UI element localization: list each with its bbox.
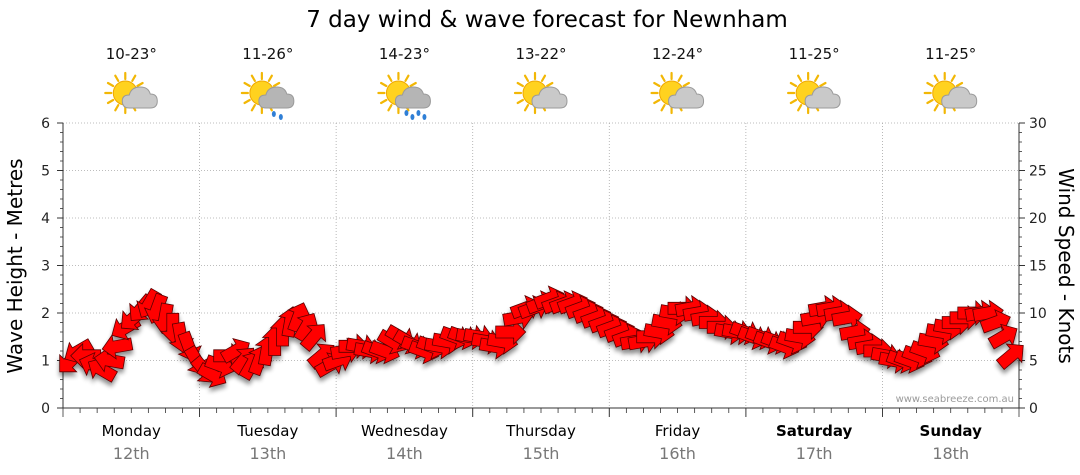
partly-cloudy-icon <box>787 71 841 115</box>
day-date: 14th <box>386 444 423 463</box>
day-temp-range: 12-24° <box>652 45 703 63</box>
wind-arrow <box>995 343 1024 370</box>
left-tick-label: 2 <box>41 306 50 322</box>
wind-arrow <box>987 323 1018 350</box>
day-temperatures: 10-23° 11-26° 14-23° 13-22° 12-24° 11-25° 11-2… <box>106 45 977 63</box>
left-tick-label: 5 <box>41 164 50 180</box>
chart-title: 7 day wind & wave forecast for Newnham <box>306 7 788 33</box>
right-tick-label: 10 <box>1029 306 1047 322</box>
day-date: 16th <box>659 444 696 463</box>
day-temp-range: 10-23° <box>106 45 157 63</box>
day-name-friday: Friday <box>655 422 701 440</box>
right-tick-label: 25 <box>1029 164 1047 180</box>
day-name-wednesday: Wednesday <box>361 422 448 440</box>
left-tick-label: 0 <box>41 401 50 417</box>
left-axis-title: Wave Height - Metres <box>3 158 27 373</box>
rain-icon <box>377 71 431 120</box>
right-tick-label: 20 <box>1029 211 1047 227</box>
left-tick-label: 3 <box>41 259 50 275</box>
day-name-thursday: Thursday <box>505 422 576 440</box>
day-date: 18th <box>932 444 969 463</box>
day-date: 15th <box>523 444 560 463</box>
wind-arrow <box>93 347 126 373</box>
day-name-saturday: Saturday <box>776 422 853 440</box>
day-name-monday: Monday <box>102 422 161 440</box>
day-name-tuesday: Tuesday <box>236 422 298 440</box>
day-temp-range: 11-25° <box>925 45 976 63</box>
partly-cloudy-icon <box>650 71 705 115</box>
partly-cloudy-icon <box>104 71 158 115</box>
left-tick-label: 4 <box>41 211 50 227</box>
left-tick-label: 6 <box>41 116 50 132</box>
wind-arrow <box>495 319 527 345</box>
right-tick-label: 0 <box>1029 401 1038 417</box>
partly-cloudy-icon <box>513 71 568 115</box>
day-labels: Monday 12th Tuesday 13th Wednesday 14th Thursd… <box>102 422 982 463</box>
right-axis-title: Wind Speed - Knots <box>1054 168 1078 364</box>
right-tick-label: 15 <box>1029 259 1047 275</box>
wind-arrow <box>299 324 327 352</box>
weather-icons <box>104 71 978 120</box>
showers-icon <box>240 71 295 120</box>
partly-cloudy-icon <box>923 71 978 115</box>
day-date: 12th <box>113 444 150 463</box>
day-name-sunday: Sunday <box>920 422 983 440</box>
left-tick-label: 1 <box>41 354 50 370</box>
day-temp-range: 13-22° <box>515 45 566 63</box>
axes: 0 1 2 3 4 5 6 0 5 10 15 20 25 30 <box>41 116 1047 417</box>
right-tick-label: 30 <box>1029 116 1047 132</box>
day-temp-range: 11-26° <box>242 45 293 63</box>
day-date: 13th <box>249 444 286 463</box>
day-temp-range: 11-25° <box>789 45 840 63</box>
right-tick-label: 5 <box>1029 354 1038 370</box>
wind-arrows <box>59 285 1024 388</box>
day-temp-range: 14-23° <box>379 45 430 63</box>
day-date: 17th <box>796 444 833 463</box>
watermark: www.seabreeze.com.au <box>896 394 1014 405</box>
